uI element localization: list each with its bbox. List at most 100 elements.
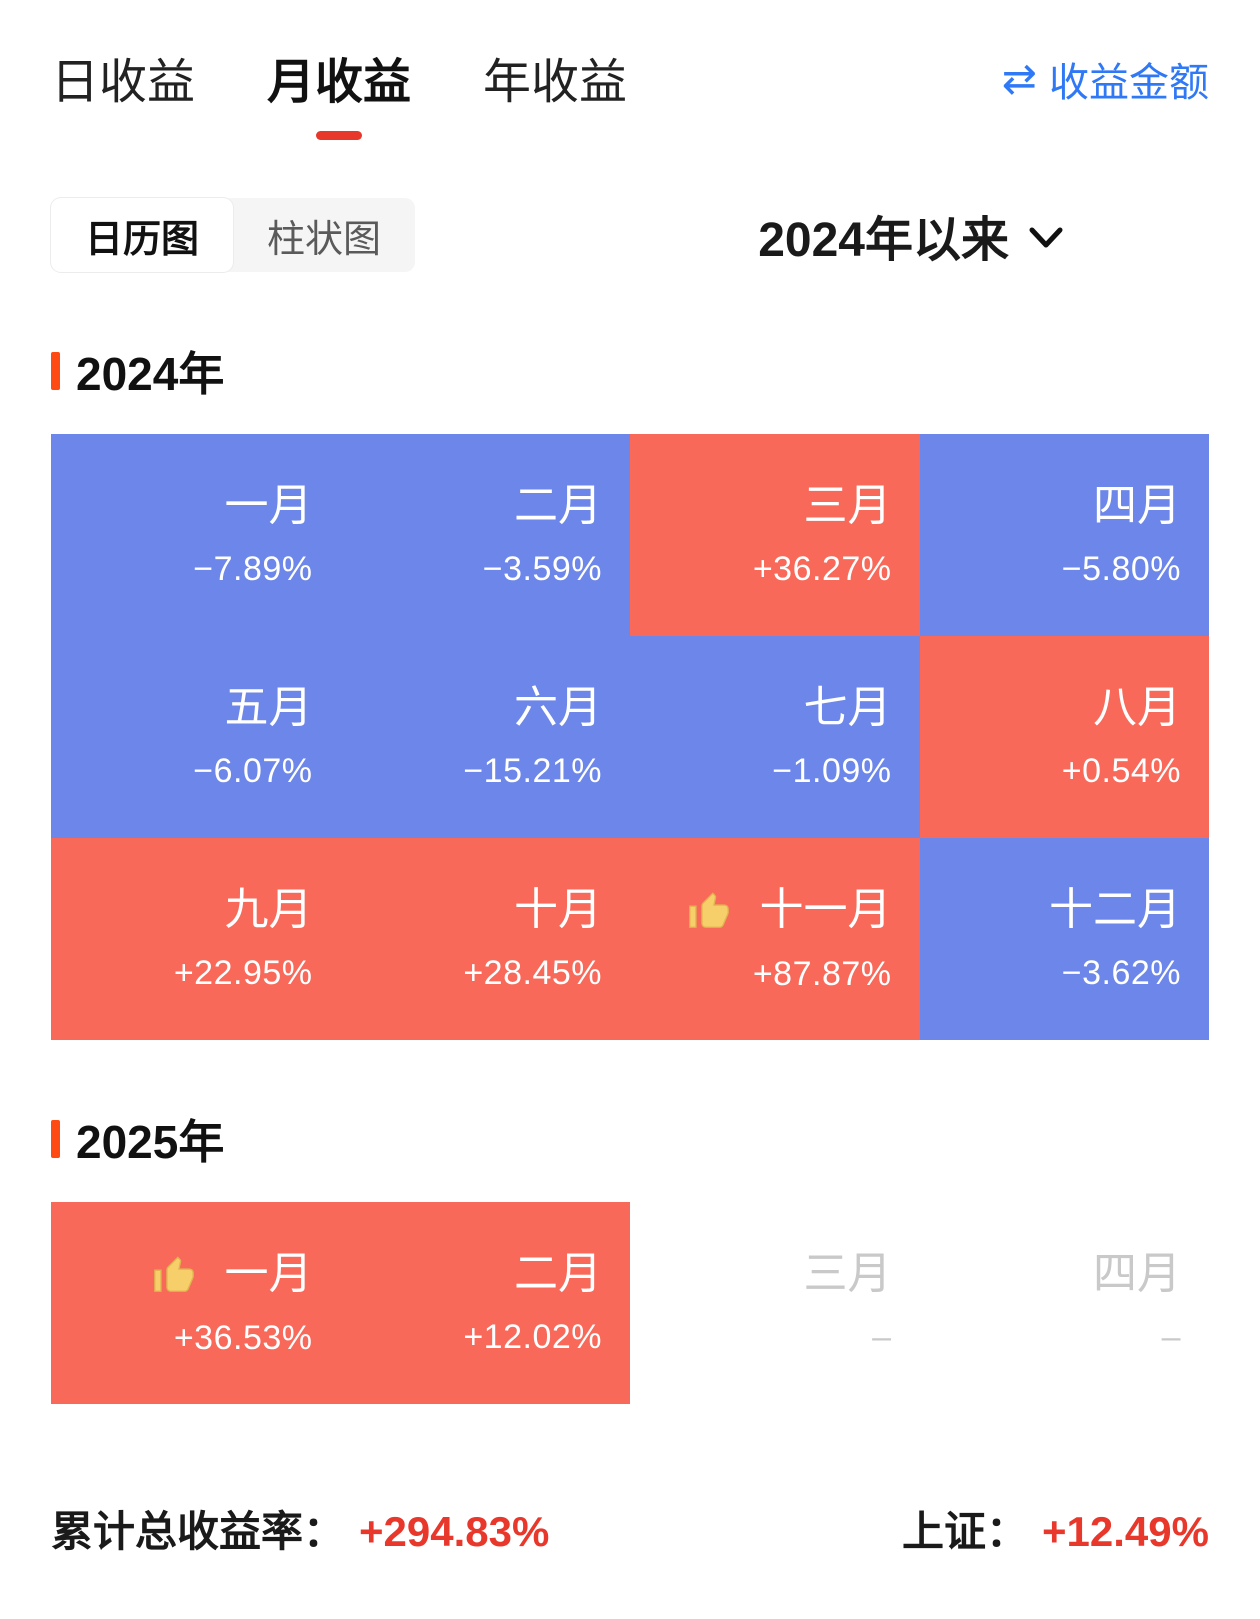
monthly-returns-grid-2024: 一月 −7.89% 二月 −3.59% 三月 +36.27% 四月 −5.80% 五月 −6.07… [51, 434, 1209, 1040]
month-label: 八月 [1093, 683, 1181, 732]
month-return-value: −7.89% [193, 550, 313, 588]
month-cell[interactable]: 一月 −7.89% [51, 434, 341, 636]
tab-monthly-returns[interactable]: 月收益 [267, 42, 411, 140]
month-cell[interactable]: 十月 +28.45% [340, 838, 630, 1040]
cumulative-return-label: 累计总收益率： [51, 1508, 346, 1555]
month-label: 三月 [803, 481, 892, 530]
chevron-down-icon [1027, 225, 1065, 251]
month-cell[interactable]: 一月 +36.53% [51, 1202, 341, 1404]
period-range-label: 2024年以来 [758, 214, 1009, 267]
month-return-value: +36.27% [752, 550, 892, 588]
section-year-title: 2025年 [76, 1116, 225, 1168]
month-cell[interactable]: 三月 +36.27% [630, 434, 920, 636]
month-label: 六月 [514, 683, 602, 732]
month-name-row: 二月 [514, 1252, 602, 1296]
summary-footer: 累计总收益率： +294.83% 上证： +12.49% [51, 1498, 1209, 1559]
month-name-row: 二月 [514, 484, 602, 528]
tab-yearly-returns-label: 年收益 [483, 56, 628, 109]
month-label: 五月 [224, 683, 313, 732]
section-header-2024: 2024年 [51, 338, 1209, 404]
month-return-value: +12.02% [463, 1318, 602, 1356]
tab-yearly-returns[interactable]: 年收益 [483, 42, 627, 140]
month-name-row: 九月 [225, 888, 313, 932]
month-name-row: 八月 [1093, 686, 1181, 730]
tab-daily-returns-label: 日收益 [51, 56, 196, 109]
month-label: 二月 [514, 1249, 602, 1298]
month-name-row: 十二月 [1049, 888, 1181, 932]
returns-period-tabs: 日收益 月收益 年收益 [51, 42, 627, 140]
month-label: 九月 [224, 885, 313, 934]
cumulative-return-pair: 累计总收益率： +294.83% [51, 1498, 549, 1559]
month-name-row: 一月 [225, 484, 313, 528]
thumbs-up-icon [151, 1251, 197, 1297]
month-return-value: −6.07% [193, 752, 313, 790]
month-name-row: 一月 [151, 1251, 313, 1297]
month-cell[interactable]: 二月 +12.02% [340, 1202, 630, 1404]
month-name-row: 三月 [804, 484, 892, 528]
section-marker-bar [51, 1120, 60, 1158]
segment-bar-chart[interactable]: 柱状图 [266, 218, 381, 261]
month-cell[interactable]: 八月 +0.54% [919, 636, 1209, 838]
month-label: 七月 [803, 683, 892, 732]
thumbs-up-icon [686, 887, 732, 933]
month-label: 四月 [1093, 1249, 1181, 1298]
month-name-row: 三月 [804, 1252, 892, 1296]
controls-row: 日历图 柱状图 2024年以来 [51, 198, 1209, 272]
section-header-2025: 2025年 [51, 1106, 1209, 1172]
month-cell[interactable]: 六月 −15.21% [340, 636, 630, 838]
active-tab-underline [316, 131, 363, 140]
swap-arrows-icon: ⇄ [1001, 55, 1037, 102]
month-label: 十二月 [1049, 885, 1181, 934]
month-cell[interactable]: 四月 −5.80% [919, 434, 1209, 636]
toggle-return-amount-link[interactable]: ⇄ 收益金额 [1002, 50, 1209, 108]
month-return-value: – [1161, 1318, 1181, 1356]
month-return-value: −3.62% [1061, 954, 1181, 992]
month-label: 二月 [514, 481, 602, 530]
month-cell[interactable]: 七月 −1.09% [630, 636, 920, 838]
month-label: 十一月 [759, 885, 892, 934]
month-return-value: −15.21% [463, 752, 602, 790]
toggle-return-amount-label: 收益金额 [1049, 61, 1209, 105]
month-return-value: −3.59% [482, 550, 602, 588]
month-name-row: 五月 [225, 686, 313, 730]
month-name-row: 十一月 [686, 887, 892, 933]
month-name-row: 十月 [514, 888, 602, 932]
benchmark-value: +12.49% [1042, 1508, 1209, 1555]
month-cell[interactable]: 十一月 +87.87% [630, 838, 920, 1040]
month-cell[interactable]: 三月 – [630, 1202, 920, 1404]
month-cell[interactable]: 五月 −6.07% [51, 636, 341, 838]
month-cell[interactable]: 四月 – [920, 1202, 1210, 1404]
tab-daily-returns[interactable]: 日收益 [51, 42, 195, 140]
month-label: 十月 [514, 885, 602, 934]
month-cell[interactable]: 九月 +22.95% [51, 838, 341, 1040]
tab-monthly-returns-label: 月收益 [267, 56, 412, 109]
month-label: 一月 [224, 481, 313, 530]
monthly-returns-grid-2025: 一月 +36.53% 二月 +12.02% 三月 – 四月 – [51, 1202, 1209, 1404]
month-return-value: +28.45% [463, 954, 602, 992]
benchmark-label: 上证： [902, 1508, 1029, 1555]
month-name-row: 四月 [1093, 484, 1181, 528]
benchmark-return-pair: 上证： +12.49% [902, 1498, 1209, 1559]
month-cell[interactable]: 二月 −3.59% [340, 434, 630, 636]
month-return-value: −5.80% [1061, 550, 1181, 588]
segment-calendar-chart[interactable]: 日历图 [51, 198, 233, 272]
month-return-value: +0.54% [1061, 752, 1181, 790]
month-label: 四月 [1093, 481, 1181, 530]
month-name-row: 四月 [1093, 1252, 1181, 1296]
period-range-selector[interactable]: 2024年以来 [758, 200, 1065, 270]
month-cell[interactable]: 十二月 −3.62% [919, 838, 1209, 1040]
month-return-value: −1.09% [772, 752, 892, 790]
section-year-title: 2024年 [76, 348, 225, 400]
month-label: 一月 [224, 1249, 313, 1298]
header-row: 日收益 月收益 年收益 ⇄ 收益金额 [51, 42, 1209, 140]
cumulative-return-value: +294.83% [359, 1508, 550, 1555]
chart-type-toggle: 日历图 柱状图 [51, 198, 415, 272]
month-return-value: +22.95% [173, 954, 313, 992]
month-name-row: 七月 [804, 686, 892, 730]
month-return-value: – [872, 1318, 892, 1356]
month-return-value: +36.53% [173, 1319, 313, 1357]
section-marker-bar [51, 352, 60, 390]
month-label: 三月 [803, 1249, 892, 1298]
month-name-row: 六月 [514, 686, 602, 730]
